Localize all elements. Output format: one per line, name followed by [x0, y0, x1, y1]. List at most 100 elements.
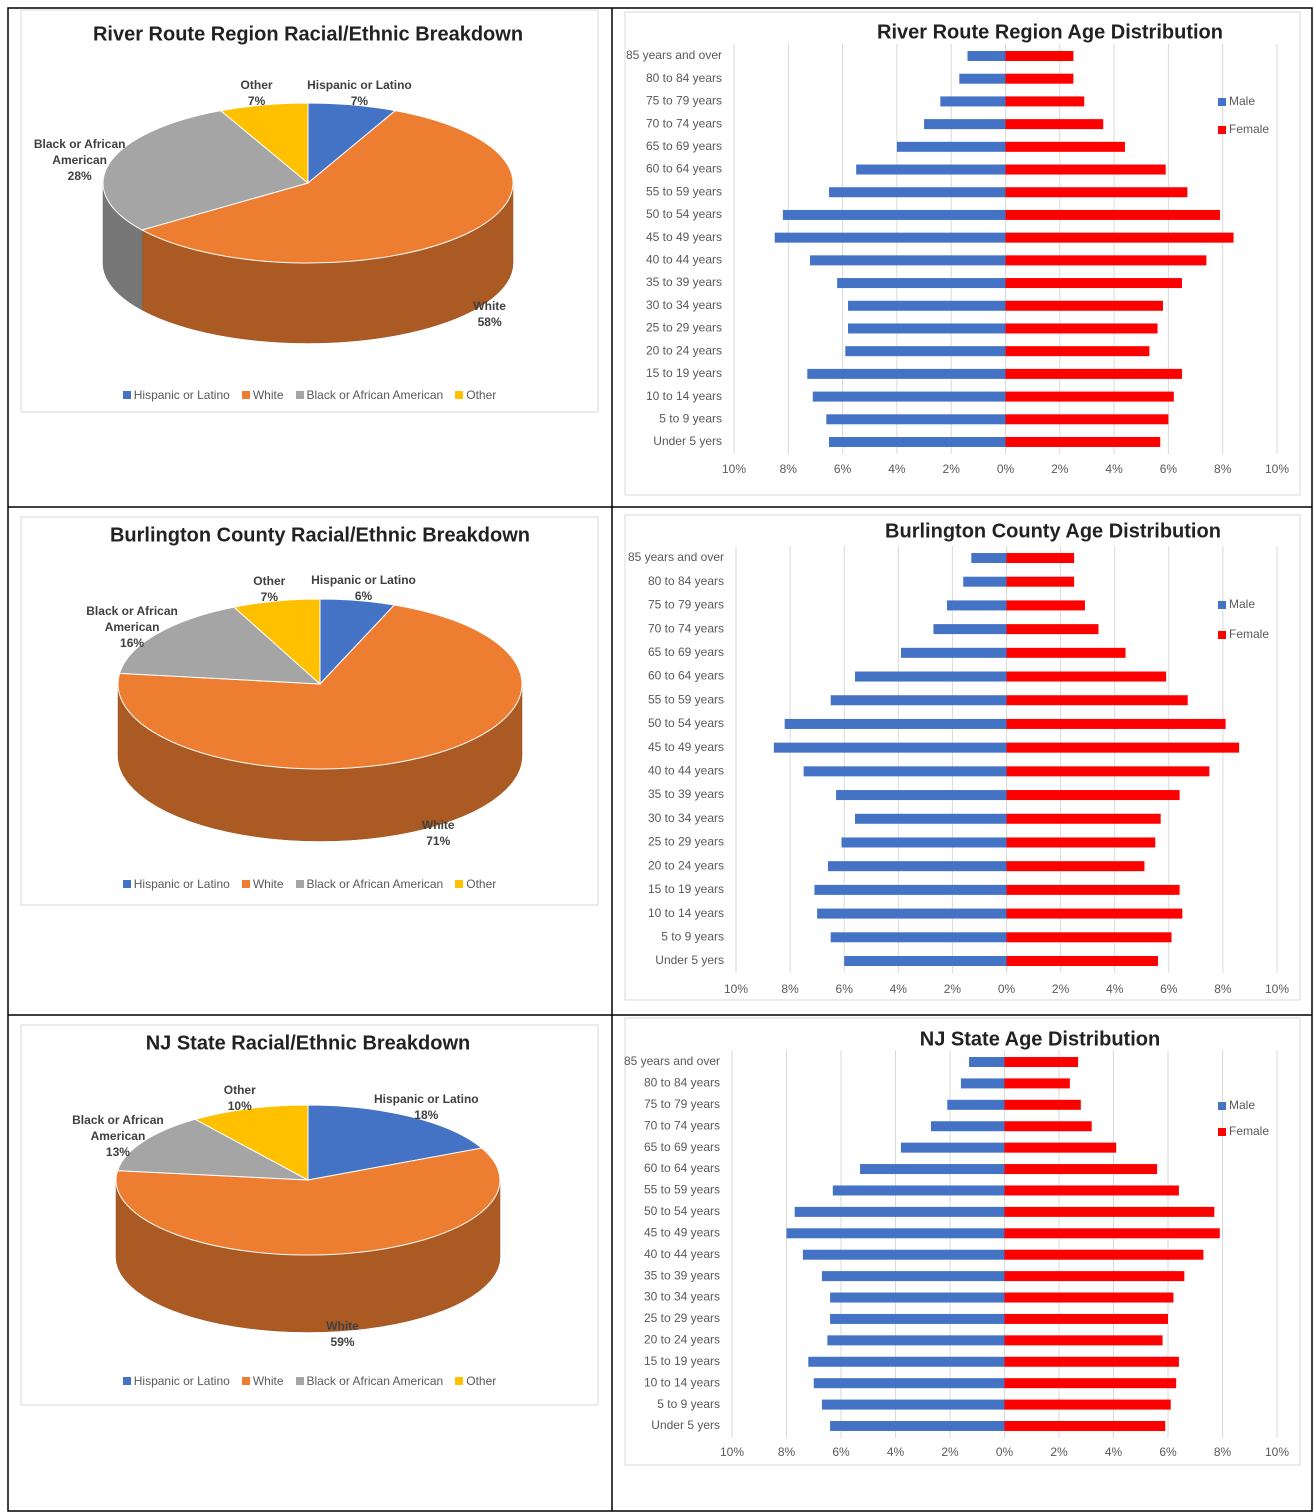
pie-label-value: 58%: [477, 314, 502, 329]
x-tick-label: 4%: [887, 1445, 905, 1459]
pie-label-value: 7%: [247, 94, 266, 109]
legend-item: White: [241, 877, 284, 891]
y-tick-label: 40 to 44 years: [648, 764, 724, 778]
y-tick-label: 75 to 79 years: [648, 598, 724, 612]
bar: [808, 1356, 1005, 1367]
y-tick-label: 60 to 64 years: [646, 162, 722, 176]
legend-label: Black or African American: [306, 1374, 444, 1388]
y-tick-label: 50 to 54 years: [644, 1204, 720, 1218]
y-tick-label: 25 to 29 years: [644, 1311, 720, 1325]
pie-slice: [115, 1147, 501, 1256]
bar: [817, 908, 1007, 919]
x-tick-label: 2%: [943, 462, 961, 476]
bar: [844, 956, 1007, 966]
pie-label-value: 71%: [426, 833, 451, 848]
bar: [1005, 437, 1161, 447]
pie-label-value: 6%: [354, 588, 373, 603]
legend-label: Female: [1229, 122, 1269, 136]
bar: [1005, 391, 1174, 402]
legend-swatch: [1218, 126, 1226, 134]
pie-slice: [140, 110, 514, 264]
legend-item: Black or African American: [295, 388, 444, 402]
bar: [1004, 1164, 1158, 1175]
pie-data-label: Hispanic or Latino 18%: [361, 1091, 491, 1123]
pie-label-name: White: [473, 298, 506, 313]
pie-label-value: 28%: [67, 169, 92, 184]
bar: [1006, 790, 1180, 801]
bar: [967, 51, 1006, 61]
bar: [1006, 861, 1145, 872]
bar: [1004, 1271, 1185, 1282]
bar: [933, 624, 1007, 635]
x-tick-label: 8%: [780, 462, 798, 476]
legend-label: Black or African American: [306, 877, 444, 891]
bar: [803, 766, 1007, 777]
y-tick-label: Under 5 yers: [655, 953, 724, 967]
bar: [1006, 956, 1158, 966]
x-tick-label: 8%: [781, 982, 799, 996]
x-tick-label: 0%: [997, 462, 1015, 476]
y-tick-label: 15 to 19 years: [646, 366, 722, 380]
y-tick-label: 45 to 49 years: [648, 740, 724, 754]
bar: [782, 209, 1006, 220]
legend-swatch: [295, 391, 304, 399]
bar: [786, 1228, 1005, 1239]
x-tick-label: 2%: [944, 982, 962, 996]
y-tick-label: 70 to 74 years: [644, 1118, 720, 1132]
bar: [1005, 141, 1125, 152]
x-tick-label: 10%: [1265, 462, 1289, 476]
legend-swatch: [455, 880, 464, 888]
y-tick-label: 50 to 54 years: [648, 716, 724, 730]
bar: [1005, 323, 1158, 334]
pie-data-label: Black or African American 16%: [67, 603, 197, 651]
x-tick-label: 2%: [1052, 982, 1070, 996]
bar: [837, 278, 1006, 289]
chart-title: NJ State Racial/Ethnic Breakdown: [146, 1032, 471, 1054]
pie-data-label: Hispanic or Latino 7%: [294, 77, 424, 109]
y-tick-label: 60 to 64 years: [644, 1161, 720, 1175]
chart-frame: [624, 11, 1301, 496]
y-tick-label: 70 to 74 years: [648, 621, 724, 635]
bar: [960, 1078, 1005, 1089]
bar: [1004, 1421, 1166, 1431]
bar: [1005, 346, 1150, 357]
bar: [947, 1099, 1005, 1110]
pie-slice: [193, 1104, 309, 1181]
chart-frame: [624, 1017, 1301, 1466]
x-tick-label: 6%: [1160, 982, 1178, 996]
y-tick-label: Under 5 yers: [651, 1418, 720, 1432]
pie-data-label: Other 10%: [175, 1082, 305, 1114]
x-tick-label: 6%: [832, 1445, 850, 1459]
legend-label: Black or African American: [306, 388, 444, 402]
bar: [1004, 1228, 1220, 1239]
bar: [1006, 553, 1075, 563]
bar: [826, 414, 1006, 425]
legend-item: Hispanic or Latino: [122, 877, 230, 891]
bar: [848, 300, 1006, 311]
chart-frame: [20, 9, 599, 413]
bar: [830, 1313, 1005, 1324]
pie-slice: [118, 606, 322, 685]
legend-swatch: [295, 1377, 304, 1385]
bar: [855, 813, 1007, 824]
bar: [1004, 1378, 1177, 1389]
legend-swatch: [1218, 631, 1226, 639]
bar: [1005, 209, 1220, 220]
x-tick-label: 2%: [1050, 1445, 1068, 1459]
legend-label: Other: [466, 877, 497, 891]
y-tick-label: 85 years and over: [626, 48, 722, 62]
pie-label-name: Hispanic or Latino: [307, 78, 412, 93]
legend: Hispanic or Latino White Black or African …: [21, 388, 598, 402]
bar: [900, 1142, 1005, 1153]
legend-label: Male: [1229, 94, 1255, 108]
bar: [1005, 368, 1182, 379]
x-tick-label: 8%: [1214, 982, 1232, 996]
bar: [1004, 1142, 1117, 1153]
bar: [841, 837, 1007, 848]
bar: [813, 1378, 1005, 1389]
x-tick-label: 8%: [1214, 462, 1232, 476]
bar: [959, 73, 1006, 84]
pie-label-value: 16%: [120, 635, 145, 650]
bar: [1006, 647, 1126, 658]
legend-swatch: [122, 391, 131, 399]
